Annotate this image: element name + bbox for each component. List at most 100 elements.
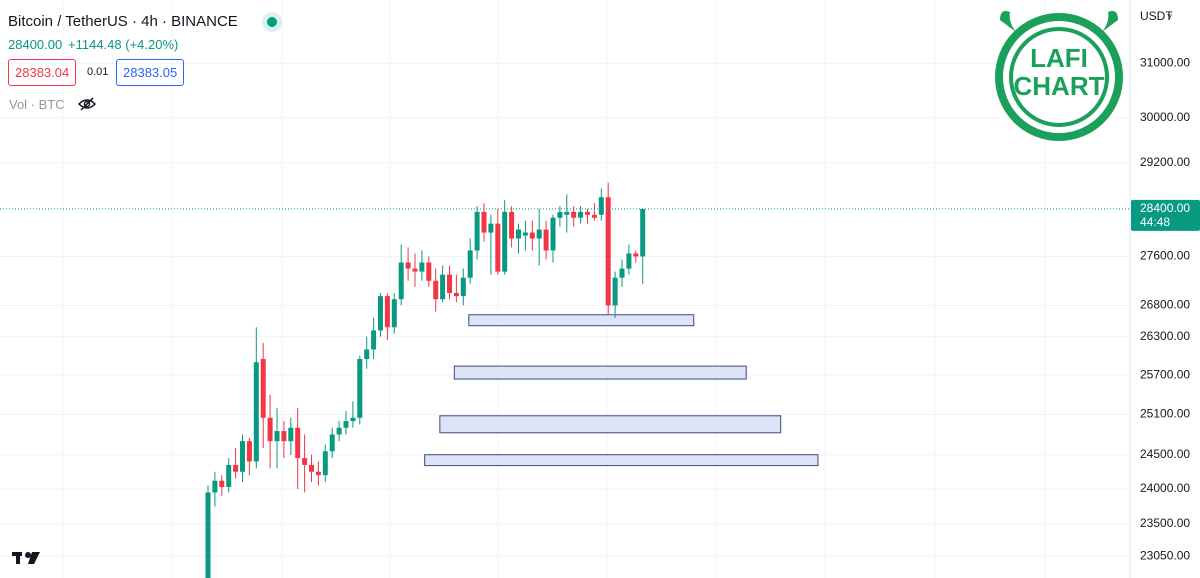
candle-body [322,451,328,476]
logo: LAFI CHART [995,11,1123,141]
candle-body [612,277,618,306]
tv-logo [12,552,40,564]
candle-body [205,492,211,578]
candle-body [398,262,404,300]
candle-body [605,197,611,306]
candle-body [536,229,542,239]
spread: 0.01 [87,66,109,78]
candle-body [447,274,452,294]
logo-text: CHART [1014,71,1105,101]
candle-body [509,211,515,239]
candle-body [295,427,301,459]
candle-body [350,417,356,422]
symbol: Bitcoin / TetherUS · 4h · BINANCE [8,13,238,30]
candle-body [336,427,342,435]
candle-body [598,197,604,215]
candle-body [543,229,549,251]
candle-body [405,262,411,269]
candle-body [626,253,632,269]
currency-caret[interactable]: ˅ [1167,11,1172,21]
candle-body [253,362,259,462]
candle-body [502,211,508,272]
candle-body [309,464,314,472]
candle-body [522,232,528,236]
candle-body [557,211,563,218]
candle-body [571,211,577,218]
candle-body [329,434,335,452]
candle-body [260,359,266,418]
candle-body [364,349,370,360]
logo-text: LAFI [1030,43,1088,73]
candle-body [585,211,590,215]
y-tick-label: 29200.00 [1140,155,1190,169]
candle-body [343,421,349,428]
candle-body [440,274,446,300]
candle-body [467,250,473,278]
candle-body [495,223,501,272]
candle-body [371,330,377,350]
candle-body [233,464,239,472]
y-tick-label: 26800.00 [1140,298,1190,312]
volume-label: Vol · BTC [9,97,65,112]
candle-body [640,208,646,257]
y-tick-label: 24500.00 [1140,447,1190,461]
time-grid [62,0,1046,578]
candle-body [529,232,535,239]
y-tick-label: 23500.00 [1140,516,1190,530]
price-zone [453,365,747,380]
y-tick-label: 25100.00 [1140,407,1190,421]
candle-body [488,223,494,233]
candle-body [460,277,466,297]
candle-body [481,211,487,233]
candle-body [633,253,639,257]
candle-body [219,480,225,487]
candle-body [212,480,218,493]
price-zone [439,415,782,434]
last-price: 28400.00 [8,37,63,52]
candle-body [550,217,556,251]
countdown: 44:48 [1140,215,1170,229]
candle-body [378,296,383,331]
y-tick-label: 26300.00 [1140,329,1190,343]
y-tick-label: 27600.00 [1140,249,1190,263]
y-tick-label: 30000.00 [1140,110,1190,124]
sell-button[interactable]: 28383.04 [8,59,77,86]
price-zone [468,314,695,327]
candle-body [302,458,308,465]
candle-body [474,211,480,251]
candle-body [391,299,397,328]
candle-body [591,214,597,218]
currency[interactable]: USDT [1140,9,1173,23]
hide-icon[interactable] [77,96,97,112]
candle-body [357,359,363,418]
price-zone [424,454,819,467]
candle-body [433,280,439,300]
candle-body [267,417,273,442]
status-dot [262,12,282,32]
candle-body [564,211,570,215]
candle-body [516,229,521,239]
candle-body [453,293,459,297]
candle-body [281,431,287,442]
price-tag [1131,199,1200,231]
price-tag-label: 28400.00 [1140,201,1190,215]
y-tick-label: 25700.00 [1140,367,1190,381]
candle-body [419,262,425,272]
candle-body [240,441,245,472]
candle-body [384,296,390,328]
candle-body [619,268,625,278]
candle-body [412,268,418,272]
candle-body [315,471,321,476]
candle-body [426,262,432,281]
candle-body [246,441,252,462]
buy-button[interactable]: 28383.05 [116,59,185,86]
candle-body [578,211,584,218]
y-tick-label: 24000.00 [1140,481,1190,495]
candle-body [288,427,294,442]
y-tick-label: 23050.00 [1140,548,1190,562]
price-change: +1144.48 (+4.20%) [68,37,179,52]
y-tick-label: 31000.00 [1140,55,1190,69]
candle-body [274,431,280,442]
